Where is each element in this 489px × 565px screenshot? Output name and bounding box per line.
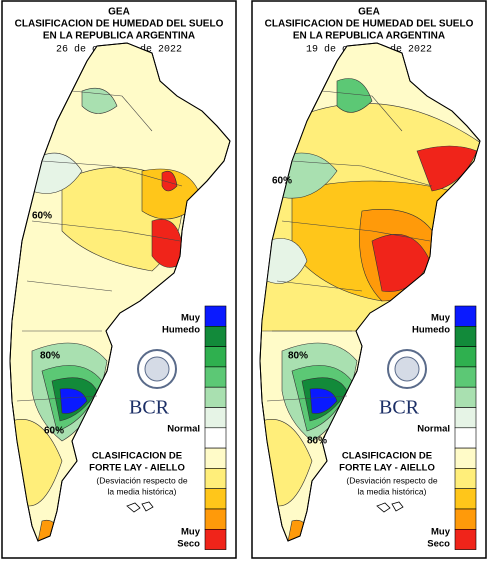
legend-swatch (454, 468, 477, 489)
legend-swatch (204, 346, 227, 368)
note-2: la media histórica) (358, 486, 427, 496)
country-outline (9, 42, 231, 542)
logo: BCR (379, 397, 420, 419)
legend-bottom-1: Muy (181, 527, 201, 538)
legend-swatch (204, 528, 227, 550)
logo-seal-inner (144, 356, 170, 382)
moisture-zone (59, 388, 88, 414)
moisture-zone (161, 170, 178, 192)
country-outline (259, 42, 481, 542)
note-1: (Desviación respecto de (346, 475, 437, 485)
legend-top-2: Humedo (412, 325, 450, 336)
legend-swatch (204, 386, 227, 408)
moisture-zone (266, 238, 308, 284)
legend-top-1: Muy (431, 313, 451, 324)
contour-label: 80% (40, 351, 60, 362)
contour-label: 60% (44, 426, 64, 437)
legend-swatch (454, 488, 477, 510)
legend-bottom-2: Seco (177, 539, 200, 550)
title: GEA (358, 7, 380, 18)
title: GEA (108, 7, 130, 18)
legend-swatch (204, 447, 227, 469)
legend-swatch (204, 488, 227, 510)
legend-swatch (454, 346, 477, 368)
legend-swatch (204, 325, 227, 347)
legend-mid: Normal (417, 424, 450, 435)
note-1: (Desviación respecto de (96, 475, 187, 485)
legend-swatch (454, 427, 477, 449)
moisture-zone (336, 78, 373, 113)
legend-swatch (454, 528, 477, 550)
legend-swatch (204, 468, 227, 489)
contour-label: 60% (32, 211, 52, 222)
province-lines (266, 90, 433, 402)
subtitle-2: EN LA REPUBLICA ARGENTINA (293, 31, 445, 42)
subtitle-1: CLASIFICACION DE HUMEDAD DEL SUELO (265, 19, 474, 30)
logo: BCR (129, 397, 170, 419)
legend-swatch (204, 366, 227, 388)
moisture-zone (309, 388, 338, 414)
legend-bottom-2: Seco (427, 539, 450, 550)
legend-swatch (204, 305, 227, 327)
legend-swatch (454, 407, 477, 429)
legend-swatch (454, 447, 477, 469)
note-2: la media histórica) (108, 486, 177, 496)
legend-swatch (454, 386, 477, 408)
subtitle-1: CLASIFICACION DE HUMEDAD DEL SUELO (15, 19, 224, 30)
islands (126, 501, 154, 513)
legend-bottom-1: Muy (431, 527, 451, 538)
legend-swatch (204, 508, 227, 530)
islands (376, 501, 404, 513)
legend-swatch (454, 366, 477, 388)
contour-label: 60% (272, 176, 292, 187)
legend-top-2: Humedo (162, 325, 200, 336)
legend-swatch (454, 508, 477, 530)
logo-seal-inner (394, 356, 420, 382)
province-lines (16, 90, 183, 402)
method-2: FORTE LAY - AIELLO (89, 463, 185, 474)
legend-top-1: Muy (181, 313, 201, 324)
subtitle-2: EN LA REPUBLICA ARGENTINA (43, 31, 195, 42)
method-1: CLASIFICACION DE (342, 451, 432, 462)
legend-swatch (204, 427, 227, 449)
legend-swatch (204, 407, 227, 429)
legend-swatch (454, 325, 477, 347)
legend-mid: Normal (167, 424, 200, 435)
contour-label: 80% (307, 436, 327, 447)
method-2: FORTE LAY - AIELLO (339, 463, 435, 474)
contour-label: 80% (288, 351, 308, 362)
legend-swatch (454, 305, 477, 327)
method-1: CLASIFICACION DE (92, 451, 182, 462)
